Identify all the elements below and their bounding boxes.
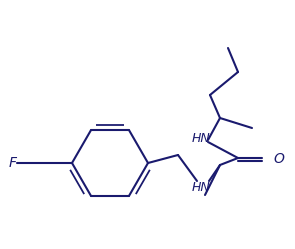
Text: HN: HN bbox=[192, 181, 211, 193]
Text: HN: HN bbox=[192, 131, 211, 144]
Text: F: F bbox=[9, 156, 17, 170]
Text: O: O bbox=[273, 152, 284, 166]
